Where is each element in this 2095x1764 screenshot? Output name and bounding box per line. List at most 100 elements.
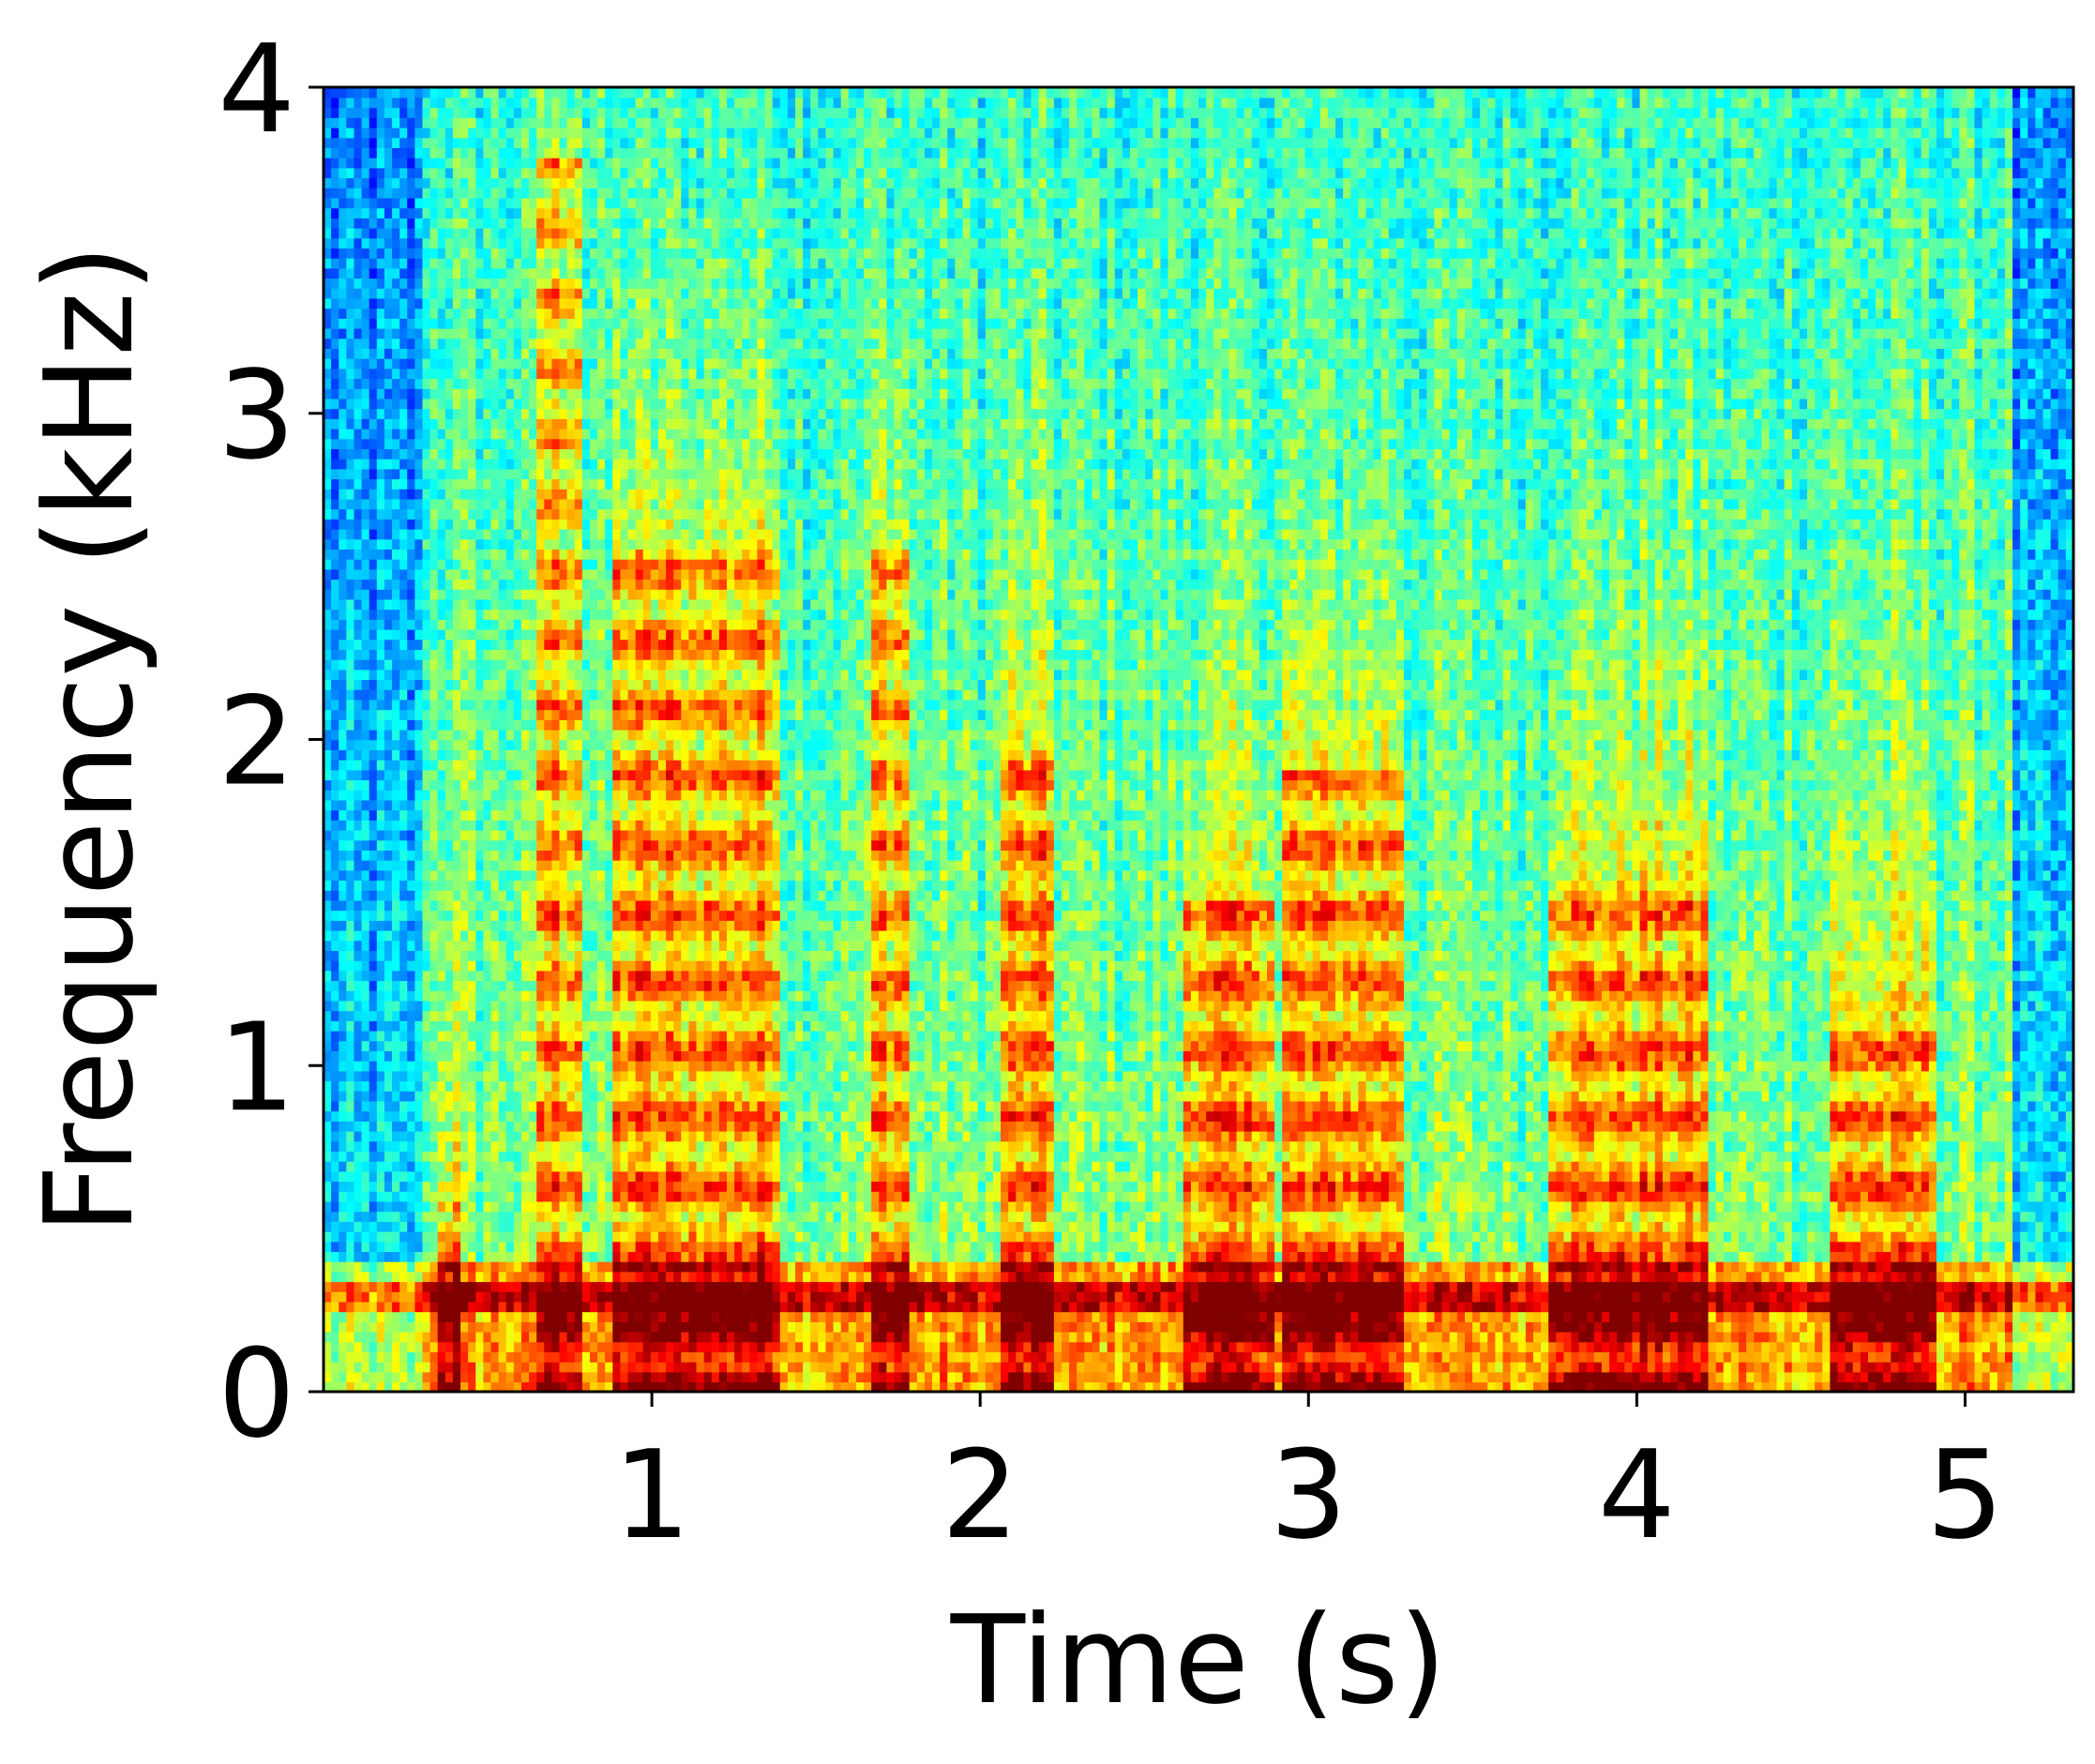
spectrogram-cell [490, 408, 500, 419]
spectrogram-cell [574, 829, 583, 841]
spectrogram-cell [559, 117, 568, 128]
spectrogram-cell [437, 288, 446, 299]
spectrogram-cell [422, 1140, 431, 1152]
spectrogram-cell [513, 237, 522, 249]
spectrogram-cell [407, 549, 416, 560]
spectrogram-cell [354, 549, 363, 560]
spectrogram-cell [551, 267, 561, 279]
spectrogram-cell [566, 1230, 576, 1243]
spectrogram-cell [483, 1311, 492, 1322]
spectrogram-cell [339, 709, 348, 720]
spectrogram-cell [354, 538, 363, 550]
spectrogram-cell [544, 1130, 553, 1142]
spectrogram-cell [597, 378, 606, 389]
spectrogram-cell [490, 1221, 500, 1232]
spectrogram-cell [513, 619, 522, 630]
spectrogram-cell [445, 689, 454, 701]
spectrogram-cell [407, 959, 416, 972]
spectrogram-cell [475, 779, 485, 791]
spectrogram-cell [392, 1010, 400, 1021]
spectrogram-cell [361, 809, 370, 821]
spectrogram-cell [566, 549, 576, 560]
spectrogram-cell [498, 839, 507, 851]
spectrogram-cell [369, 519, 378, 530]
spectrogram-cell [430, 538, 439, 550]
spectrogram-cell [597, 1080, 606, 1092]
spectrogram-cell [605, 980, 614, 991]
spectrogram-cell [331, 1321, 340, 1333]
spectrogram-cell [574, 519, 583, 530]
spectrogram-cell [483, 809, 492, 821]
spectrogram-cell [589, 1260, 598, 1273]
spectrogram-cell [460, 357, 469, 369]
spectrogram-cell [324, 357, 332, 369]
spectrogram-cell [483, 207, 492, 219]
spectrogram-cell [399, 920, 409, 931]
spectrogram-cell [498, 1060, 507, 1072]
spectrogram-cell [422, 899, 431, 912]
spectrogram-cell [361, 759, 370, 771]
spectrogram-cell [475, 1230, 485, 1243]
spectrogram-cell [520, 468, 530, 480]
spectrogram-cell [445, 920, 454, 931]
spectrogram-cell [483, 769, 492, 781]
spectrogram-cell [513, 1301, 522, 1313]
spectrogram-cell [324, 549, 332, 560]
spectrogram-cell [605, 227, 614, 239]
spectrogram-cell [612, 940, 622, 951]
spectrogram-cell [331, 1020, 340, 1032]
spectrogram-cell [551, 1260, 561, 1273]
spectrogram-cell [581, 117, 591, 128]
spectrogram-cell [414, 1301, 424, 1313]
spectrogram-cell [574, 809, 583, 821]
spectrogram-cell [513, 478, 522, 490]
spectrogram-cell [505, 378, 515, 389]
spectrogram-cell [581, 87, 591, 98]
spectrogram-cell [339, 568, 348, 580]
spectrogram-cell [354, 1211, 363, 1222]
spectrogram-cell [520, 1200, 530, 1213]
spectrogram-cell [574, 107, 583, 118]
spectrogram-cell [346, 619, 355, 630]
spectrogram-cell [369, 809, 378, 821]
spectrogram-cell [354, 1100, 363, 1112]
spectrogram-cell [324, 97, 332, 109]
spectrogram-cell [324, 388, 332, 400]
spectrogram-cell [505, 147, 515, 158]
spectrogram-cell [505, 1331, 515, 1343]
spectrogram-cell [589, 227, 598, 239]
spectrogram-cell [505, 97, 515, 109]
spectrogram-cell [376, 368, 385, 380]
spectrogram-cell [361, 508, 370, 520]
spectrogram-cell [589, 528, 598, 540]
spectrogram-cell [376, 579, 385, 590]
spectrogram-cell [520, 1100, 530, 1112]
spectrogram-cell [384, 1030, 393, 1042]
spectrogram-cell [605, 709, 614, 720]
spectrogram-cell [536, 348, 546, 359]
spectrogram-cell [361, 1151, 370, 1162]
spectrogram-cell [331, 1140, 340, 1152]
spectrogram-cell [612, 1371, 622, 1383]
spectrogram-cell [376, 1010, 385, 1021]
spectrogram-cell [581, 649, 591, 660]
spectrogram-cell [346, 378, 355, 389]
spectrogram-cell [574, 438, 583, 449]
spectrogram-cell [437, 639, 446, 650]
spectrogram-cell [452, 308, 461, 319]
spectrogram-cell [529, 318, 537, 329]
spectrogram-cell [346, 408, 355, 419]
spectrogram-cell [505, 137, 515, 148]
spectrogram-cell [354, 880, 363, 891]
spectrogram-cell [520, 508, 530, 520]
spectrogram-cell [392, 107, 400, 118]
spectrogram-cell [574, 950, 583, 961]
spectrogram-cell [331, 1130, 340, 1142]
spectrogram-cell [361, 829, 370, 841]
spectrogram-cell [551, 428, 561, 440]
spectrogram-cell [544, 549, 553, 560]
spectrogram-cell [460, 929, 469, 942]
spectrogram-cell [498, 327, 507, 339]
spectrogram-cell [566, 478, 576, 490]
spectrogram-cell [566, 418, 576, 430]
